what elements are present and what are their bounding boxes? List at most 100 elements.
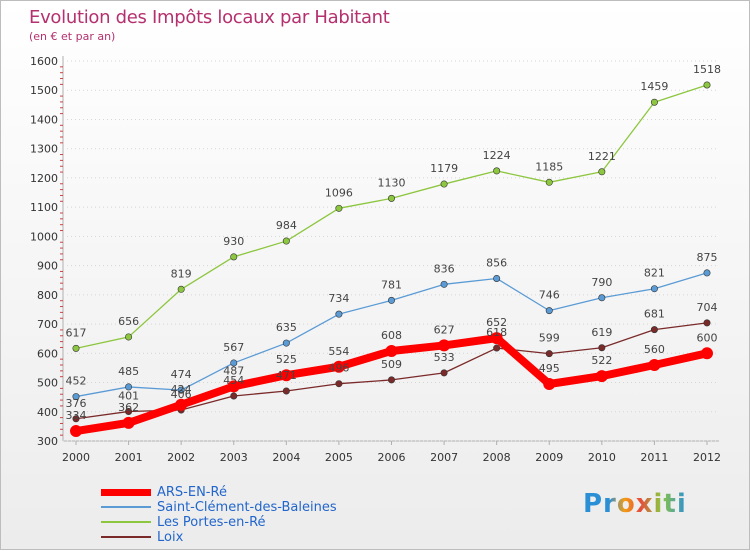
- data-label-2: 471: [276, 369, 297, 382]
- data-label-1: 474: [171, 368, 192, 381]
- data-label-1: 790: [591, 276, 612, 289]
- y-tick-label: 1500: [30, 84, 58, 97]
- data-label-3: 554: [328, 345, 349, 358]
- x-tick-label: 2006: [378, 451, 406, 464]
- y-tick-label: 900: [37, 260, 58, 273]
- x-tick-label: 2012: [693, 451, 721, 464]
- data-label-2: 406: [171, 388, 192, 401]
- data-point-0: [598, 168, 606, 176]
- data-label-3: 608: [381, 329, 402, 342]
- data-point-0: [493, 167, 501, 175]
- data-label-3: 362: [118, 401, 139, 414]
- data-label-0: 1518: [693, 63, 721, 76]
- y-tick-label: 500: [37, 377, 58, 390]
- data-label-2: 401: [118, 389, 139, 402]
- x-tick-label: 2011: [640, 451, 668, 464]
- data-point-0: [177, 285, 185, 293]
- data-label-2: 619: [591, 326, 612, 339]
- data-point-3: [70, 425, 82, 438]
- data-point-3: [332, 360, 345, 373]
- data-point-1: [177, 386, 185, 394]
- data-point-1: [598, 294, 606, 302]
- data-point-3: [122, 416, 135, 429]
- data-label-3: 600: [697, 331, 718, 344]
- data-label-3: 652: [486, 316, 507, 329]
- data-label-1: 485: [118, 365, 139, 378]
- data-point-2: [440, 369, 448, 377]
- data-label-2: 681: [644, 308, 665, 321]
- data-label-0: 1096: [325, 186, 353, 199]
- data-label-3: 424: [171, 383, 192, 396]
- y-tick-label: 1200: [30, 172, 58, 185]
- data-point-0: [282, 237, 290, 245]
- data-point-2: [230, 392, 238, 400]
- data-label-3: 522: [591, 354, 612, 367]
- data-label-3: 560: [644, 343, 665, 356]
- y-tick-label: 1300: [30, 143, 58, 156]
- x-tick-label: 2001: [115, 451, 143, 464]
- x-tick-label: 2007: [430, 451, 458, 464]
- legend-swatch-saint-clement: [101, 506, 151, 508]
- data-point-3: [595, 370, 608, 383]
- brand-text: Proxiti: [583, 489, 687, 519]
- data-label-2: 533: [434, 351, 455, 364]
- y-tick-label: 700: [37, 318, 58, 331]
- data-label-2: 496: [328, 362, 349, 375]
- data-point-3: [385, 344, 398, 357]
- data-label-0: 819: [171, 267, 192, 280]
- data-label-1: 836: [434, 262, 455, 275]
- data-point-2: [703, 319, 711, 327]
- data-label-1: 734: [328, 292, 349, 305]
- data-label-0: 1224: [483, 149, 511, 162]
- data-point-2: [125, 407, 133, 415]
- data-point-2: [545, 350, 553, 358]
- data-point-3: [490, 332, 503, 345]
- data-label-1: 635: [276, 321, 297, 334]
- data-label-1: 452: [66, 375, 87, 388]
- y-tick-label: 300: [37, 435, 58, 448]
- data-label-0: 656: [118, 315, 139, 328]
- data-point-1: [335, 310, 343, 318]
- y-tick-label: 800: [37, 289, 58, 302]
- data-point-1: [493, 274, 501, 282]
- data-point-0: [72, 344, 80, 352]
- chart-title: Evolution des Impôts locaux par Habitant: [29, 7, 390, 28]
- y-tick-label: 1400: [30, 113, 58, 126]
- x-tick-label: 2002: [167, 451, 195, 464]
- data-point-3: [175, 398, 188, 411]
- legend-label-saint-clement: Saint-Clément-des-Baleines: [157, 500, 337, 515]
- data-point-1: [650, 285, 658, 293]
- data-point-1: [125, 383, 133, 391]
- data-point-2: [493, 344, 501, 352]
- data-label-3: 495: [539, 362, 560, 375]
- x-tick-label: 2005: [325, 451, 353, 464]
- data-point-0: [703, 81, 711, 89]
- data-label-0: 984: [276, 219, 297, 232]
- data-label-0: 930: [223, 235, 244, 248]
- data-label-2: 454: [223, 374, 244, 387]
- data-label-3: 627: [434, 323, 455, 336]
- data-label-2: 376: [66, 397, 87, 410]
- x-tick-label: 2008: [483, 451, 511, 464]
- legend-swatch-loix: [101, 536, 151, 538]
- data-point-0: [545, 178, 553, 186]
- data-label-2: 704: [697, 301, 718, 314]
- data-label-1: 856: [486, 256, 507, 269]
- data-point-3: [227, 380, 240, 393]
- data-point-1: [440, 280, 448, 288]
- legend-label-les-portes: Les Portes-en-Ré: [157, 515, 266, 530]
- data-point-2: [72, 415, 80, 423]
- data-point-1: [545, 307, 553, 315]
- data-label-3: 525: [276, 353, 297, 366]
- data-label-0: 1179: [430, 162, 458, 175]
- data-label-1: 875: [697, 251, 718, 264]
- x-tick-label: 2000: [62, 451, 90, 464]
- data-point-3: [438, 339, 451, 352]
- y-tick-label: 600: [37, 347, 58, 360]
- data-label-1: 746: [539, 289, 560, 302]
- data-label-3: 334: [66, 409, 87, 422]
- data-point-0: [440, 180, 448, 188]
- data-point-1: [387, 296, 395, 304]
- data-point-1: [72, 393, 80, 401]
